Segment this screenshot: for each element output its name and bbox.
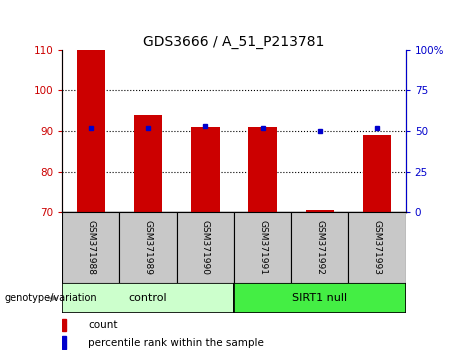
Bar bbox=[62, 319, 66, 331]
Bar bbox=[248, 127, 277, 212]
Text: genotype/variation: genotype/variation bbox=[5, 293, 97, 303]
Text: count: count bbox=[88, 320, 118, 330]
Text: GSM371988: GSM371988 bbox=[86, 220, 95, 275]
Bar bbox=[77, 50, 105, 212]
Bar bbox=[62, 283, 234, 313]
Bar bbox=[62, 212, 119, 283]
Bar bbox=[363, 135, 391, 212]
Bar bbox=[191, 127, 219, 212]
Bar bbox=[306, 210, 334, 212]
Bar bbox=[349, 212, 406, 283]
Bar bbox=[134, 115, 162, 212]
Text: SIRT1 null: SIRT1 null bbox=[292, 293, 348, 303]
Text: GSM371992: GSM371992 bbox=[315, 220, 325, 275]
Bar bbox=[177, 212, 234, 283]
Text: GSM371993: GSM371993 bbox=[372, 220, 382, 275]
Bar bbox=[234, 283, 406, 313]
Text: GSM371990: GSM371990 bbox=[201, 220, 210, 275]
Text: control: control bbox=[129, 293, 167, 303]
Title: GDS3666 / A_51_P213781: GDS3666 / A_51_P213781 bbox=[143, 35, 325, 48]
Text: GSM371991: GSM371991 bbox=[258, 220, 267, 275]
Text: percentile rank within the sample: percentile rank within the sample bbox=[88, 338, 264, 348]
Bar bbox=[291, 212, 349, 283]
Bar bbox=[234, 212, 291, 283]
Text: GSM371989: GSM371989 bbox=[143, 220, 153, 275]
Bar bbox=[119, 212, 177, 283]
Bar bbox=[62, 336, 66, 349]
